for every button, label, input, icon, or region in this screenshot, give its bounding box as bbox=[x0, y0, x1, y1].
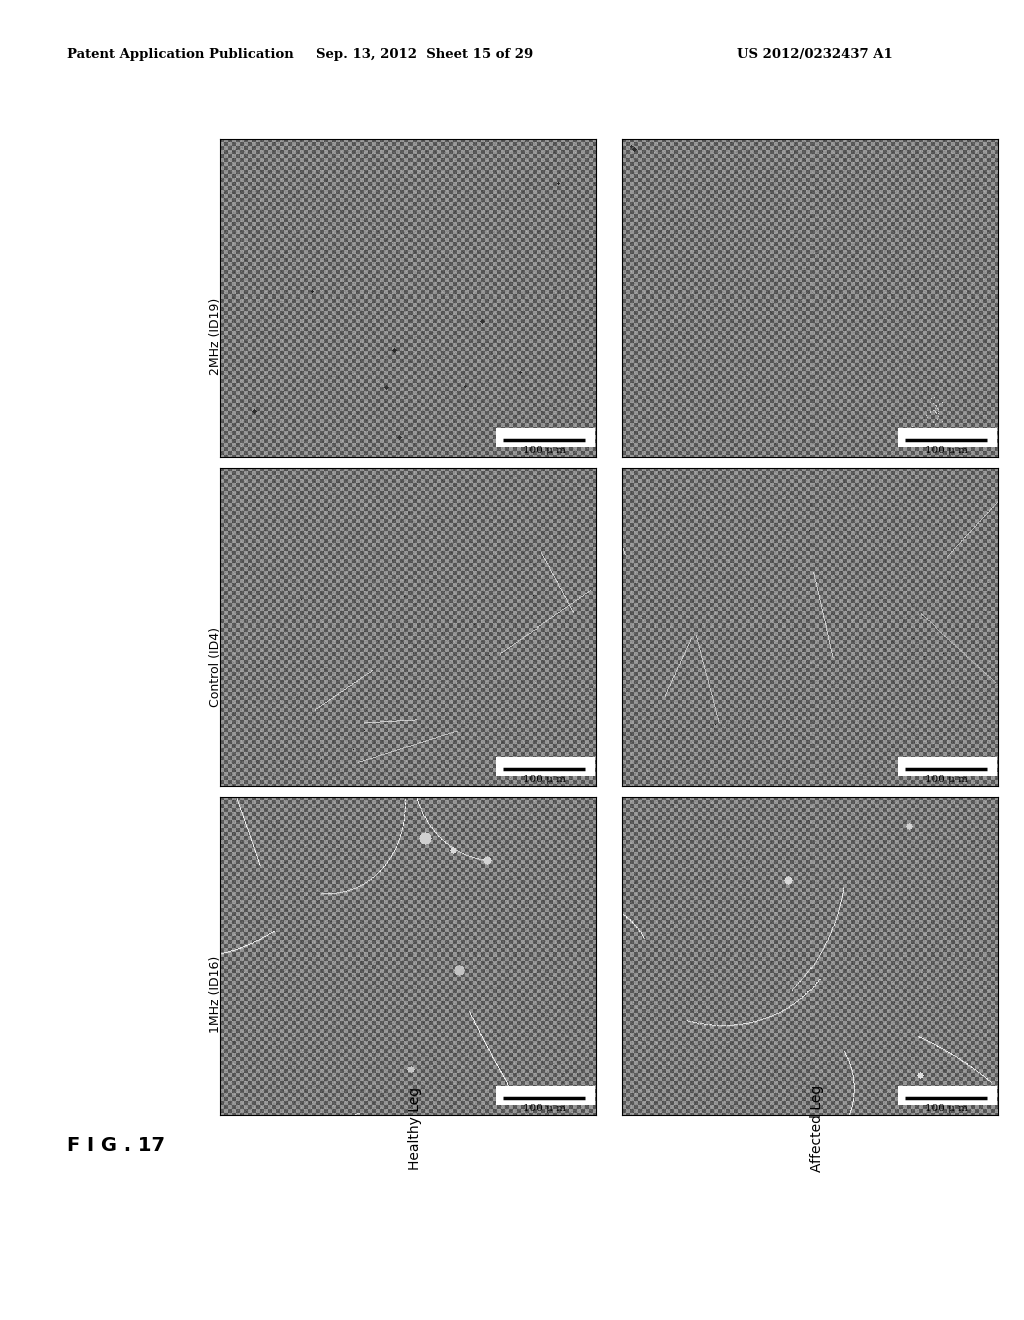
Bar bbox=[497, 758, 596, 776]
Bar bbox=[898, 428, 997, 447]
Bar bbox=[898, 758, 997, 776]
Text: 2MHz (ID19): 2MHz (ID19) bbox=[209, 298, 221, 375]
Text: 100 μ m: 100 μ m bbox=[925, 446, 968, 455]
Text: 100 μ m: 100 μ m bbox=[925, 1105, 968, 1113]
Text: Patent Application Publication: Patent Application Publication bbox=[67, 48, 293, 61]
Bar bbox=[497, 428, 596, 447]
Text: Sep. 13, 2012  Sheet 15 of 29: Sep. 13, 2012 Sheet 15 of 29 bbox=[316, 48, 534, 61]
Text: 100 μ m: 100 μ m bbox=[523, 1105, 566, 1113]
Text: Healthy Leg: Healthy Leg bbox=[409, 1088, 422, 1170]
Text: 1MHz (ID16): 1MHz (ID16) bbox=[209, 956, 221, 1034]
Bar bbox=[497, 1086, 596, 1105]
Text: Affected Leg: Affected Leg bbox=[810, 1085, 824, 1172]
Text: 100 μ m: 100 μ m bbox=[925, 775, 968, 784]
Text: 100 μ m: 100 μ m bbox=[523, 446, 566, 455]
Text: US 2012/0232437 A1: US 2012/0232437 A1 bbox=[737, 48, 893, 61]
Text: F I G . 17: F I G . 17 bbox=[67, 1137, 165, 1155]
Bar bbox=[898, 1086, 997, 1105]
Text: Control (ID4): Control (ID4) bbox=[209, 627, 221, 708]
Text: 100 μ m: 100 μ m bbox=[523, 775, 566, 784]
